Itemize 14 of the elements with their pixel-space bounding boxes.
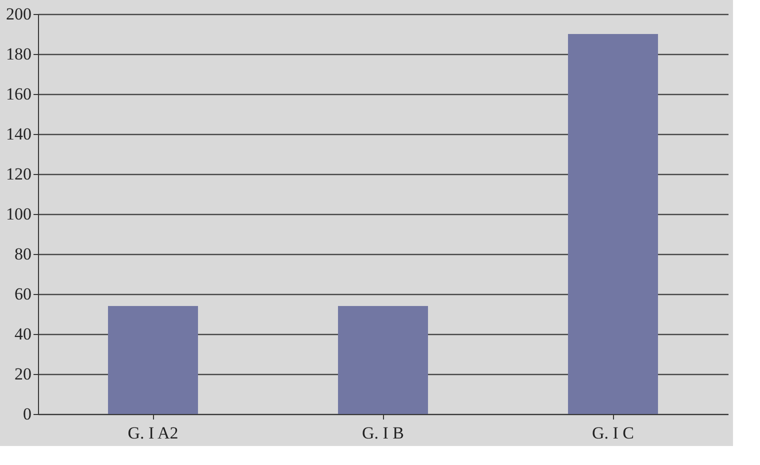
y-tick-label: 20 <box>14 364 32 384</box>
y-tick-label: 60 <box>14 284 32 304</box>
x-tick-label: G. I B <box>362 424 404 442</box>
y-tick-label: 0 <box>23 404 32 424</box>
y-tick-label: 120 <box>6 164 32 184</box>
y-tick-label: 100 <box>6 204 32 224</box>
y-tick-label: 40 <box>14 324 32 344</box>
y-tick-label: 180 <box>6 44 32 64</box>
x-tick-label: G. I C <box>592 424 634 442</box>
y-tick-label: 200 <box>6 4 32 24</box>
y-tick-label: 80 <box>14 244 32 264</box>
y-tick-label: 160 <box>6 84 32 104</box>
y-tick-label: 140 <box>6 124 32 144</box>
x-tick-label: G. I A2 <box>128 424 178 442</box>
